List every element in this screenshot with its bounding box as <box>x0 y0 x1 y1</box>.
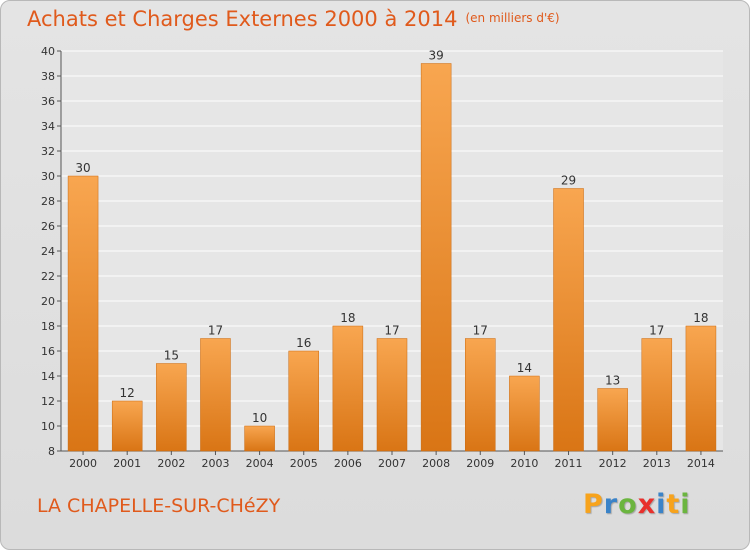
logo-letter: o <box>618 489 638 520</box>
y-tick-label: 14 <box>41 370 55 383</box>
logo-letter: r <box>603 489 619 520</box>
y-tick-label: 32 <box>41 145 55 158</box>
bar-2009 <box>465 338 496 452</box>
bar-2003 <box>200 338 231 452</box>
title-text: Achats et Charges Externes 2000 à 2014 <box>27 7 458 31</box>
bar-2012 <box>597 388 628 452</box>
y-tick-label: 22 <box>41 270 55 283</box>
x-tick-label-2002: 2002 <box>157 457 185 470</box>
bar-2007 <box>376 338 408 452</box>
data-label-2002: 15 <box>164 349 179 363</box>
y-tick-label: 28 <box>41 195 55 208</box>
data-label-2001: 12 <box>120 386 135 400</box>
bar-2014 <box>685 325 717 452</box>
y-tick-label: 18 <box>41 320 55 333</box>
x-tick-label-2009: 2009 <box>466 457 494 470</box>
data-label-2003: 17 <box>208 324 223 338</box>
y-tick-label: 40 <box>41 45 55 58</box>
data-label-2005: 16 <box>296 336 311 350</box>
logo-letter: P <box>583 489 604 520</box>
data-label-2012: 13 <box>605 374 620 388</box>
x-tick-label-2014: 2014 <box>687 457 715 470</box>
x-tick-label-2010: 2010 <box>510 457 538 470</box>
data-label-2010: 14 <box>517 361 532 375</box>
x-tick-label-2001: 2001 <box>113 457 141 470</box>
data-label-2007: 17 <box>384 324 399 338</box>
y-tick-label: 36 <box>41 95 55 108</box>
data-label-2009: 17 <box>473 324 488 338</box>
data-label-2013: 17 <box>649 324 664 338</box>
data-label-2006: 18 <box>340 311 355 325</box>
logo-letter: t <box>666 489 681 520</box>
y-tick-label: 8 <box>48 445 55 458</box>
data-label-2008: 39 <box>428 49 443 63</box>
x-tick-label-2004: 2004 <box>246 457 274 470</box>
bar-2004 <box>244 425 275 452</box>
y-tick-label: 24 <box>41 245 55 258</box>
y-tick-label: 10 <box>41 420 55 433</box>
x-tick-label-2000: 2000 <box>69 457 97 470</box>
x-tick-label-2012: 2012 <box>599 457 627 470</box>
y-tick-label: 16 <box>41 345 55 358</box>
x-tick-label-2006: 2006 <box>334 457 362 470</box>
title-unit: (en milliers d'€) <box>465 11 560 25</box>
x-tick-label-2003: 2003 <box>201 457 229 470</box>
x-tick-label-2013: 2013 <box>643 457 671 470</box>
data-label-2014: 18 <box>693 311 708 325</box>
y-tick-label: 26 <box>41 220 55 233</box>
y-tick-label: 34 <box>41 120 55 133</box>
logo-letter: i <box>680 489 691 520</box>
y-tick-label: 12 <box>41 395 55 408</box>
data-label-2004: 10 <box>252 411 267 425</box>
bar-2010 <box>509 375 540 452</box>
bar-2001 <box>111 400 143 452</box>
bar-2008 <box>420 63 452 452</box>
bar-2011 <box>553 188 584 452</box>
logo-letter: x <box>637 489 657 520</box>
x-tick-label-2011: 2011 <box>555 457 583 470</box>
x-tick-label-2008: 2008 <box>422 457 450 470</box>
y-tick-label: 20 <box>41 295 55 308</box>
bar-2005 <box>288 350 319 452</box>
bar-2006 <box>332 325 364 452</box>
bar-2000 <box>67 175 99 452</box>
data-label-2011: 29 <box>561 174 576 188</box>
place-name: LA CHAPELLE-SUR-CHéZY <box>37 495 281 517</box>
x-tick-label-2005: 2005 <box>290 457 318 470</box>
proxiti-logo: Proxiti <box>583 489 691 520</box>
logo-letter: i <box>656 489 667 520</box>
bar-2013 <box>641 338 673 452</box>
x-tick-label-2007: 2007 <box>378 457 406 470</box>
y-tick-label: 38 <box>41 70 55 83</box>
y-tick-label: 30 <box>41 170 55 183</box>
chart-title: Achats et Charges Externes 2000 à 2014 (e… <box>27 7 560 31</box>
bar-2002 <box>156 363 187 452</box>
data-label-2000: 30 <box>75 161 90 175</box>
